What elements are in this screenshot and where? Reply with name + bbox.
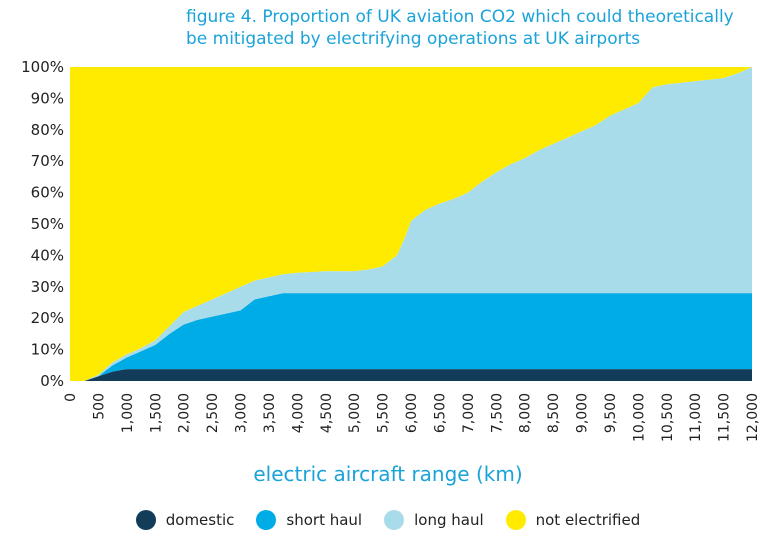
area-not-electrified [70, 67, 752, 381]
y-tick-label: 50% [31, 215, 64, 233]
chart-title-line-1: figure 4. Proportion of UK aviation CO2 … [186, 7, 734, 27]
x-tick-label: 6,500 [432, 393, 448, 433]
x-axis-label: electric aircraft range (km) [253, 462, 523, 486]
x-tick-label: 8,000 [518, 393, 534, 433]
chart-title: figure 4. Proportion of UK aviation CO2 … [186, 6, 771, 50]
y-tick-label: 60% [31, 184, 64, 202]
x-tick-label: 3,000 [234, 393, 250, 433]
x-tick-label: 6,000 [404, 393, 420, 433]
x-tick-label: 9,000 [575, 393, 591, 433]
y-tick-label: 90% [31, 89, 64, 107]
legend-label-long-haul: long haul [414, 511, 484, 529]
legend-label-short-haul: short haul [286, 511, 363, 529]
legend-item-long-haul: long haul [384, 510, 484, 530]
legend-swatch-not-electrified [505, 510, 526, 530]
legend-item-not-electrified: not electrified [505, 510, 641, 530]
legend-swatch-domestic [135, 510, 156, 530]
chart-title-line-2: be mitigated by electrifying operations … [186, 29, 641, 49]
x-tick-label: 1,500 [148, 393, 164, 433]
legend-item-short-haul: short haul [256, 510, 362, 530]
x-tick-label: 11,500 [717, 393, 733, 442]
legend: domestic short haul long haul not electr… [0, 510, 776, 530]
legend-label-domestic: domestic [165, 511, 235, 529]
x-tick-label: 0 [63, 393, 79, 402]
x-tick-label: 5,000 [347, 393, 363, 433]
x-axis: 0 500 1,000 1,500 2,000 2,500 3,000 3,500 4,000 4… [63, 393, 761, 442]
x-tick-label: 10,500 [660, 393, 676, 442]
x-tick-label: 500 [91, 393, 107, 420]
area-domestic [70, 369, 752, 381]
x-tick-label: 12,000 [745, 393, 761, 442]
x-tick-label: 2,000 [177, 393, 193, 433]
legend-label-not-electrified: not electrified [535, 511, 641, 529]
x-tick-label: 4,000 [290, 393, 306, 433]
x-tick-label: 8,500 [546, 393, 562, 433]
y-tick-label: 40% [31, 246, 64, 264]
x-tick-label: 10,000 [631, 393, 647, 442]
y-tick-label: 70% [31, 152, 64, 170]
area-long-haul [70, 67, 752, 381]
y-tick-label: 20% [31, 309, 64, 327]
y-tick-label: 80% [31, 121, 64, 139]
x-tick-label: 1,000 [120, 393, 136, 433]
legend-swatch-long-haul [384, 510, 405, 530]
x-tick-label: 7,000 [461, 393, 477, 433]
x-tick-label: 9,500 [603, 393, 619, 433]
x-tick-label: 7,500 [489, 393, 505, 433]
area-chart: 0% 10% 20% 30% 40% 50% 60% 70% 80% 90% 100% 0 500 1,… [21, 58, 761, 442]
y-tick-label: 10% [31, 341, 64, 359]
legend-swatch-short-haul [256, 510, 277, 530]
x-tick-label: 11,000 [688, 393, 704, 442]
y-tick-label: 30% [31, 278, 64, 296]
y-tick-label: 0% [40, 372, 64, 390]
x-tick-label: 2,500 [205, 393, 221, 433]
x-tick-label: 5,500 [376, 393, 392, 433]
y-axis: 0% 10% 20% 30% 40% 50% 60% 70% 80% 90% 100% [21, 58, 64, 390]
x-tick-label: 3,500 [262, 393, 278, 433]
area-layers [70, 67, 752, 381]
y-tick-label: 100% [21, 58, 64, 76]
x-tick-label: 4,500 [319, 393, 335, 433]
area-short-haul [70, 293, 752, 381]
legend-item-domestic: domestic [135, 510, 235, 530]
